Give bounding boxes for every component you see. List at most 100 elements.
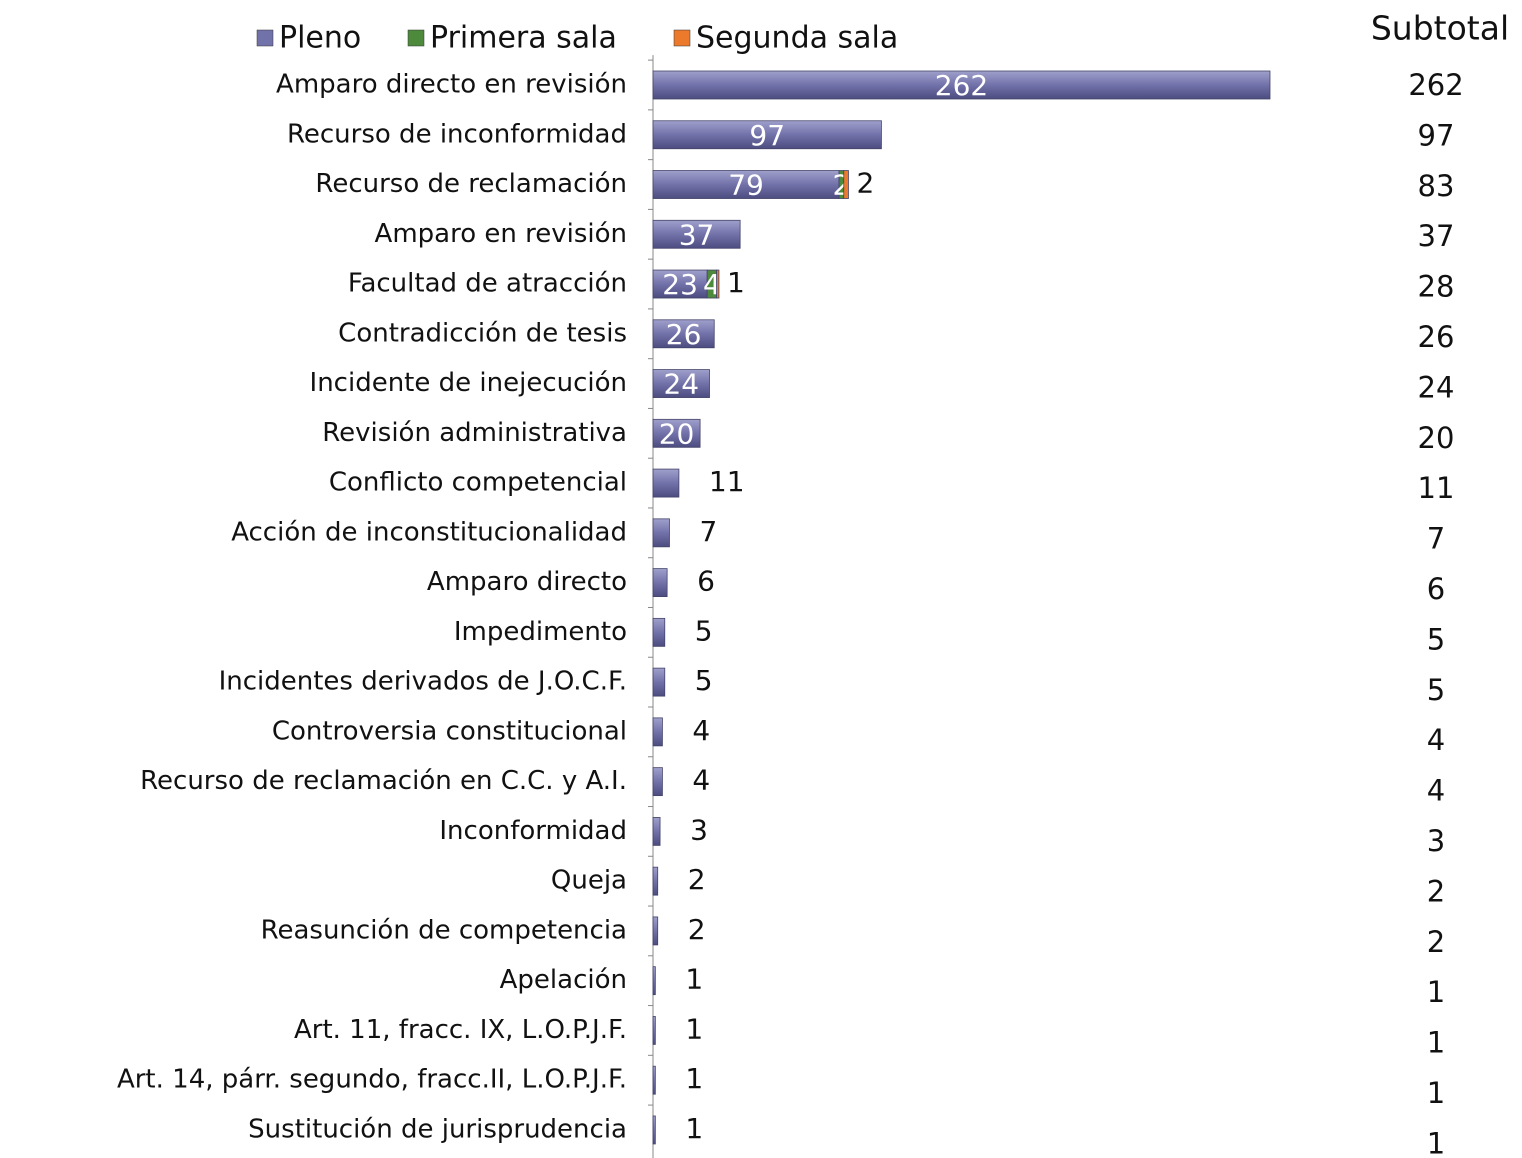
value-label: 26 [666,318,702,351]
subtotal-value: 28 [1418,270,1455,304]
value-label: 79 [728,169,764,202]
value-label: 11 [709,465,745,498]
category-label: Revisión administrativa [322,418,627,448]
bar-segment [652,120,882,150]
bar-segment [652,717,663,747]
legend-label: Primera sala [430,21,617,56]
legend-swatch [673,29,691,47]
category-label: Impedimento [454,617,627,647]
value-label: 3 [690,813,708,846]
category-label: Recurso de reclamación [315,169,627,199]
category-label: Recurso de reclamación en C.C. y A.I. [140,766,627,796]
bar-segment [652,219,741,249]
category-label: Incidente de inejecución [310,368,627,398]
category-label: Incidentes derivados de J.O.C.F. [219,667,627,697]
value-label: 1 [685,1112,703,1145]
category-label: Controversia constitucional [272,716,627,746]
subtotal-title: Subtotal [1371,9,1509,48]
bar-segment [652,966,656,996]
subtotal-value: 3 [1427,824,1445,858]
category-label: Reasunción de competencia [261,915,627,945]
value-label: 4 [692,764,710,797]
value-label: 1 [685,1012,703,1045]
subtotal-value: 24 [1418,370,1455,404]
subtotal-value: 2 [1427,925,1445,959]
value-label: 1 [727,266,745,299]
category-label: Conflicto competencial [329,468,627,498]
value-label: 5 [695,664,713,697]
category-label: Inconformidad [439,816,627,846]
bar-segment [652,418,701,448]
legend-swatch [256,29,274,47]
subtotal-value: 2 [1427,874,1445,908]
subtotal-value: 4 [1427,723,1445,757]
subtotal-value: 5 [1427,673,1445,707]
bar-segment [652,1115,656,1145]
subtotal-value: 97 [1418,118,1455,152]
bar-segment [652,1065,656,1095]
value-label: 4 [692,714,710,747]
bar-segment [652,319,715,349]
bar-segment [652,170,840,199]
value-label: 6 [697,565,715,598]
bar-segment [652,617,666,647]
category-label: Sustitución de jurisprudencia [248,1114,627,1144]
subtotal-value: 1 [1427,1026,1445,1060]
legend-swatch [407,29,425,47]
category-label: Contradicción de tesis [338,318,627,348]
bar-segment [652,369,710,398]
category-label: Apelación [500,965,627,995]
category-label: Recurso de inconformidad [287,119,627,149]
value-label: 2 [688,913,706,946]
subtotal-value: 5 [1427,622,1445,656]
bar-segment [652,1016,656,1045]
subtotal-value: 83 [1418,169,1455,203]
category-label: Queja [551,866,627,896]
bar-segment [652,568,668,597]
category-label: Art. 14, párr. segundo, fracc.II, L.O.P.… [117,1065,627,1095]
subtotal-value: 1 [1427,975,1445,1009]
value-label: 23 [662,268,698,301]
subtotal-value: 262 [1408,68,1463,102]
value-label: 24 [663,368,699,401]
category-label: Amparo directo en revisión [276,70,627,100]
value-label: 97 [749,119,785,152]
value-label: 262 [935,69,988,102]
value-label: 1 [685,963,703,996]
value-label: 5 [695,614,713,647]
bar-segment [652,518,670,548]
bar-segment [843,170,849,199]
value-label: 7 [699,515,717,548]
category-label: Amparo en revisión [375,219,627,249]
bar-segment [652,468,680,498]
subtotal-value: 7 [1427,522,1445,556]
subtotal-value: 20 [1418,421,1455,455]
value-label: 2 [688,863,706,896]
value-label: 20 [659,417,695,450]
bar-segment [652,817,661,846]
category-label: Acción de inconstitucionalidad [231,517,627,547]
value-label: 2 [856,167,874,200]
bar-segment [652,916,659,946]
subtotal-value: 1 [1427,1126,1445,1158]
subtotal-value: 6 [1427,572,1445,606]
legend-label: Pleno [279,21,361,56]
bar-segment [652,667,666,697]
bar-segment [652,767,663,797]
subtotal-value: 1 [1427,1076,1445,1110]
category-label: Art. 11, fracc. IX, L.O.P.J.F. [294,1015,627,1045]
subtotal-value: 11 [1418,471,1455,505]
subtotal-value: 26 [1418,320,1455,354]
subtotal-value: 37 [1418,219,1455,253]
legend-label: Segunda sala [696,21,898,56]
bar-segment [652,70,1271,100]
value-label: 1 [685,1062,703,1095]
category-label: Amparo directo [427,567,627,597]
value-label: 37 [679,218,715,251]
subtotal-value: 4 [1427,774,1445,808]
bar-segment [716,269,720,299]
bar-segment [652,866,659,896]
category-label: Facultad de atracción [348,269,627,299]
